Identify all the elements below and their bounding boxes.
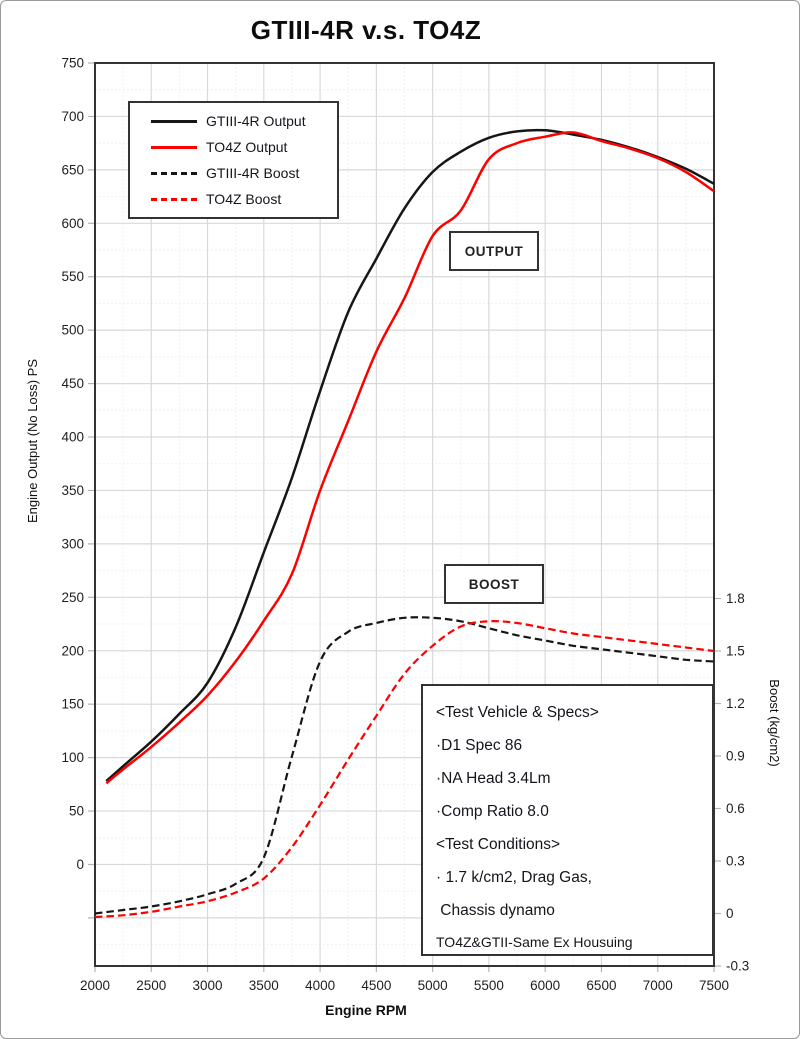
right-tick-label: 1.8 <box>726 591 745 606</box>
left-tick-label: 300 <box>61 536 84 551</box>
curve-to4z-output <box>105 131 715 785</box>
curve-gtiii-4r-boost <box>94 616 715 915</box>
curve-to4z-boost <box>94 620 715 919</box>
right-axis-title: Boost (kg/cm2) <box>767 679 782 766</box>
x-tick-label: 6000 <box>530 978 560 993</box>
test-specs-line: Chassis dynamo <box>436 902 555 919</box>
right-tick-label: 0.9 <box>726 749 745 764</box>
legend-item: GTIII-4R Output <box>151 113 337 129</box>
x-tick-label: 2000 <box>80 978 110 993</box>
page-title: GTIII-4R v.s. TO4Z <box>250 15 482 45</box>
output-annotation-box: OUTPUT <box>449 231 539 271</box>
test-specs-line: TO4Z&GTII-Same Ex Housuing <box>436 934 633 950</box>
legend-line-sample-dashed <box>151 171 197 175</box>
left-tick-label: 350 <box>61 483 84 498</box>
x-tick-label: 3500 <box>249 978 279 993</box>
left-tick-label: 700 <box>61 109 84 124</box>
x-tick-label: 3000 <box>193 978 223 993</box>
legend-label: GTIII-4R Boost <box>206 165 300 181</box>
left-tick-label: 0 <box>76 857 84 872</box>
legend-label: TO4Z Output <box>206 139 288 155</box>
test-specs-line: <Test Conditions> <box>436 836 561 853</box>
x-tick-label: 4000 <box>305 978 335 993</box>
left-tick-label: 600 <box>61 216 84 231</box>
left-tick-label: 150 <box>61 697 84 712</box>
test-specs-line: ·D1 Spec 86 <box>436 737 523 754</box>
x-tick-label: 4500 <box>361 978 391 993</box>
right-tick-label: 0.6 <box>726 801 745 816</box>
x-axis-title: Engine RPM <box>325 1002 407 1018</box>
test-specs-line: · 1.7 k/cm2, Drag Gas, <box>436 869 592 886</box>
test-specs-line: ·NA Head 3.4Lm <box>436 770 551 787</box>
test-specs-line: ·Comp Ratio 8.0 <box>436 803 549 820</box>
legend-item: TO4Z Output <box>151 139 337 155</box>
right-tick-label: 1.5 <box>726 644 745 659</box>
left-tick-label: 400 <box>61 430 84 445</box>
x-tick-label: 7000 <box>643 978 673 993</box>
legend-line-sample-solid <box>151 145 197 149</box>
legend-line-sample-dashed <box>151 197 197 201</box>
legend-item: GTIII-4R Boost <box>151 165 337 181</box>
legend-line-sample-solid <box>151 119 197 123</box>
legend-box: GTIII-4R Output TO4Z Output GTIII-4R Boost… <box>128 101 339 219</box>
boost-annotation-label: BOOST <box>468 576 520 592</box>
left-tick-label: 50 <box>69 804 84 819</box>
legend-item: TO4Z Boost <box>151 191 337 207</box>
left-tick-label: 200 <box>61 643 84 658</box>
legend-label: GTIII-4R Output <box>206 113 306 129</box>
left-tick-label: 550 <box>61 269 84 284</box>
left-axis-title: Engine Output (No Loss) PS <box>25 359 40 523</box>
x-tick-label: 5000 <box>418 978 448 993</box>
right-tick-label: 0 <box>726 906 734 921</box>
legend-label: TO4Z Boost <box>206 191 282 207</box>
right-tick-label: -0.3 <box>726 959 749 974</box>
left-tick-label: 250 <box>61 590 84 605</box>
left-tick-label: 450 <box>61 376 84 391</box>
output-annotation-label: OUTPUT <box>464 243 524 259</box>
left-tick-label: 750 <box>61 56 84 71</box>
x-tick-label: 5500 <box>474 978 504 993</box>
x-tick-label: 2500 <box>136 978 166 993</box>
test-specs-box: <Test Vehicle & Specs> ·D1 Spec 86 ·NA Hea… <box>421 684 714 956</box>
boost-annotation-box: BOOST <box>444 564 544 604</box>
x-tick-label: 7500 <box>699 978 729 993</box>
right-tick-label: 1.2 <box>726 696 745 711</box>
left-tick-label: 100 <box>61 750 84 765</box>
test-specs-line: <Test Vehicle & Specs> <box>436 704 599 721</box>
right-tick-label: 0.3 <box>726 854 745 869</box>
x-tick-label: 6500 <box>586 978 616 993</box>
plot-border <box>94 62 715 967</box>
left-tick-label: 650 <box>61 162 84 177</box>
left-tick-label: 500 <box>61 323 84 338</box>
